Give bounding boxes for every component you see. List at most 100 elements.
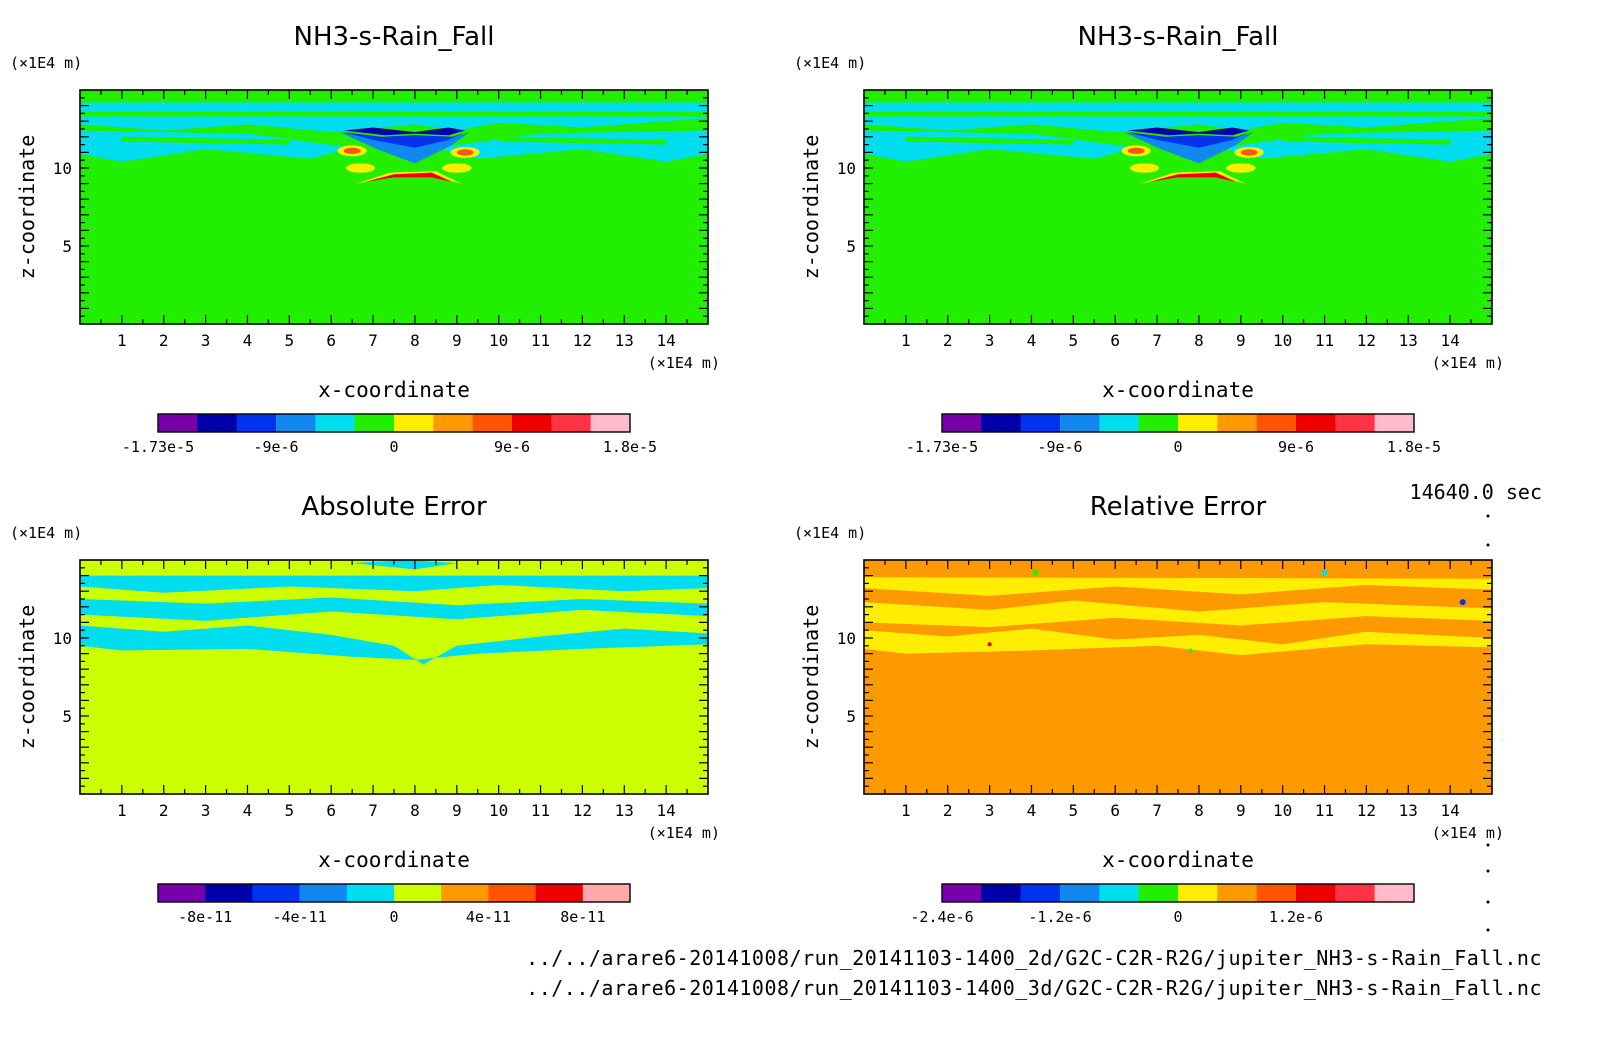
colorbar-label: 1.2e-6 xyxy=(1269,908,1323,926)
x-tick-label: 4 xyxy=(243,331,253,350)
colorbar-bin xyxy=(942,884,982,902)
colorbar-bin xyxy=(354,414,395,432)
colorbar-bin xyxy=(488,884,536,902)
field-band-upper xyxy=(80,102,708,133)
colorbar-frame xyxy=(157,883,631,903)
colorbar-label: -9e-6 xyxy=(253,438,298,456)
colorbar-label: -4e-11 xyxy=(273,908,327,926)
colorbar-bin xyxy=(1020,414,1061,432)
y-axis-label: z-coordinate xyxy=(15,135,39,280)
colorbar-frame xyxy=(941,413,1415,433)
x-tick-label: 13 xyxy=(615,801,634,820)
field-band-upper xyxy=(864,102,1492,133)
colorbar-bin xyxy=(1020,884,1061,902)
colorbar-label: -1.2e-6 xyxy=(1028,908,1091,926)
x-tick-label: 2 xyxy=(943,801,953,820)
field-band-right xyxy=(435,130,708,162)
x-tick-label: 6 xyxy=(1110,331,1120,350)
field-gap-line xyxy=(80,111,708,117)
x-tick-label: 4 xyxy=(243,801,253,820)
y-tick-label: 5 xyxy=(846,237,856,256)
colorbar-label: 0 xyxy=(389,908,398,926)
y-tick-label: 10 xyxy=(53,629,72,648)
rel-dot-4 xyxy=(987,642,992,647)
x-unit-label: (×1E4 m) xyxy=(1432,824,1504,842)
y-unit-label: (×1E4 m) xyxy=(10,524,82,542)
field-neg-2 xyxy=(343,132,466,148)
x-tick-label: 10 xyxy=(489,331,508,350)
x-axis-label: x-coordinate xyxy=(1102,848,1254,872)
file-path-2d: ../../arare6-20141008/run_20141103-1400_… xyxy=(526,946,1542,970)
field-gap-left xyxy=(905,136,1074,145)
x-tick-label: 6 xyxy=(326,801,336,820)
field-neg-2 xyxy=(1127,132,1250,148)
x-unit-label: (×1E4 m) xyxy=(648,354,720,372)
x-tick-label: 11 xyxy=(1315,801,1334,820)
margin-dot xyxy=(1486,928,1490,932)
colorbar-bin xyxy=(252,884,300,902)
x-tick-label: 1 xyxy=(901,801,911,820)
colorbar-bin xyxy=(472,414,513,432)
x-axis-label: x-coordinate xyxy=(318,378,470,402)
x-tick-label: 14 xyxy=(657,331,676,350)
rel-dot-3 xyxy=(1459,599,1466,606)
plot-background xyxy=(80,90,708,324)
colorbar-bin xyxy=(441,884,489,902)
x-tick-label: 12 xyxy=(573,331,592,350)
margin-dot xyxy=(1486,843,1490,847)
x-tick-label: 7 xyxy=(368,331,378,350)
colorbar-bin xyxy=(205,884,253,902)
colorbar-bin xyxy=(1099,884,1139,902)
colorbar-label: 1.8e-5 xyxy=(603,438,657,456)
x-tick-label: 12 xyxy=(573,801,592,820)
margin-dot xyxy=(1486,514,1490,518)
colorbar-bin xyxy=(590,414,631,432)
x-tick-label: 5 xyxy=(285,801,295,820)
colorbar-label: 0 xyxy=(1173,438,1182,456)
colorbar-bin xyxy=(1217,884,1257,902)
colorbar-label: 1.8e-5 xyxy=(1387,438,1441,456)
y-axis-label: z-coordinate xyxy=(799,605,823,750)
colorbar-bin xyxy=(981,414,1021,432)
x-tick-label: 12 xyxy=(1357,801,1376,820)
colorbar-label: 8e-11 xyxy=(560,908,605,926)
x-tick-label: 5 xyxy=(1069,801,1079,820)
colorbar-label: 9e-6 xyxy=(1278,438,1314,456)
x-tick-label: 9 xyxy=(1236,801,1246,820)
margin-dot xyxy=(1486,543,1490,547)
colorbar-bin xyxy=(981,884,1021,902)
x-tick-label: 3 xyxy=(985,801,995,820)
colorbar-bin xyxy=(315,414,355,432)
colorbar-bin xyxy=(1296,414,1336,432)
colorbar-bin xyxy=(942,414,982,432)
field-pos-l1c xyxy=(1127,147,1145,154)
colorbar-bin xyxy=(1296,884,1336,902)
x-tick-label: 2 xyxy=(159,331,169,350)
plot-background xyxy=(864,560,1492,794)
x-tick-label: 11 xyxy=(531,331,550,350)
colorbar-bin xyxy=(299,884,348,902)
abs-band-2 xyxy=(80,597,708,621)
chart-title: Relative Error xyxy=(1090,492,1267,522)
x-tick-label: 2 xyxy=(943,331,953,350)
colorbar-bin xyxy=(535,884,584,902)
field-gap-right xyxy=(498,136,667,145)
y-unit-label: (×1E4 m) xyxy=(794,54,866,72)
y-unit-label: (×1E4 m) xyxy=(10,54,82,72)
abs-band-3 xyxy=(80,625,708,665)
colorbar-bin xyxy=(1060,414,1100,432)
colorbar-bin xyxy=(1374,884,1415,902)
x-tick-label: 14 xyxy=(657,801,676,820)
y-tick-label: 5 xyxy=(62,707,72,726)
field-neg-3 xyxy=(1127,127,1250,136)
rel-dot-1 xyxy=(1032,569,1039,576)
y-tick-label: 10 xyxy=(837,629,856,648)
colorbar-bin xyxy=(1335,414,1375,432)
x-tick-label: 13 xyxy=(1399,801,1418,820)
colorbar-bin xyxy=(158,414,198,432)
file-path-3d: ../../arare6-20141008/run_20141103-1400_… xyxy=(526,976,1542,1000)
colorbar-label: 4e-11 xyxy=(466,908,511,926)
x-tick-label: 14 xyxy=(1441,331,1460,350)
x-tick-label: 12 xyxy=(1357,331,1376,350)
colorbar-bin xyxy=(1099,414,1139,432)
